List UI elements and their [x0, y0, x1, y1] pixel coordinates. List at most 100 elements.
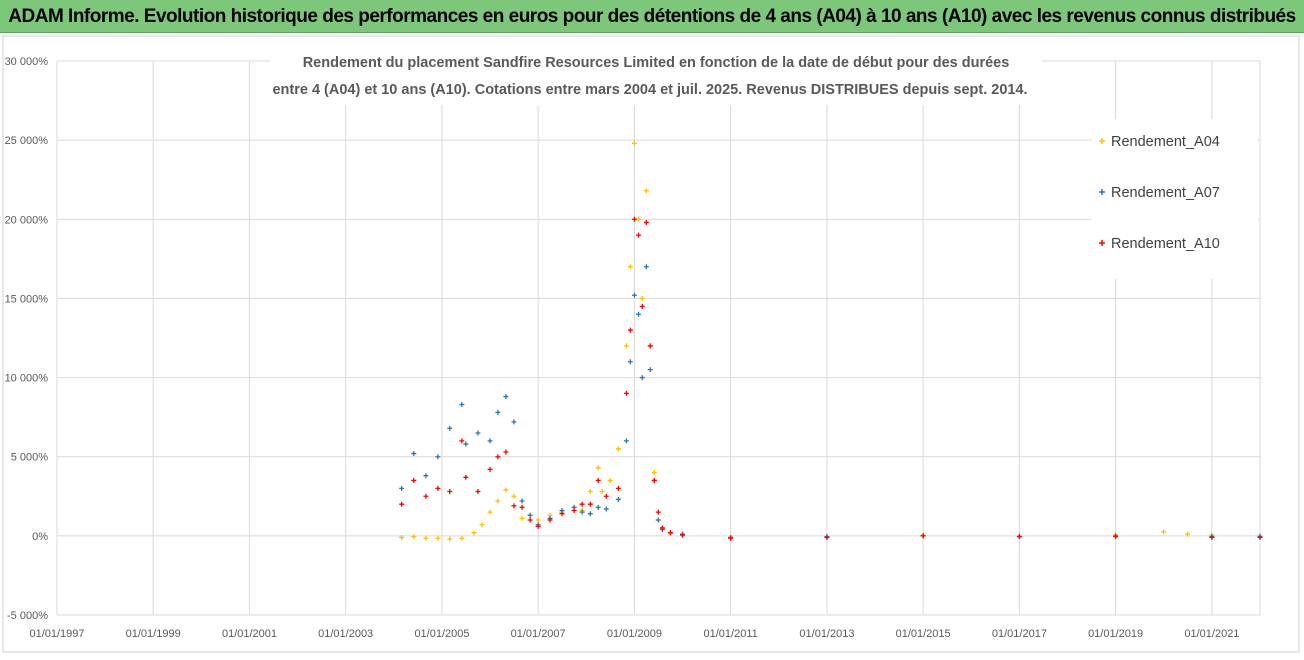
chart-title-line-2: entre 4 (A04) et 10 ans (A10). Cotations… — [272, 82, 1027, 98]
x-tick-label: 01/01/2013 — [799, 628, 854, 640]
data-point — [615, 485, 621, 491]
legend-item: Rendement_A10 — [1099, 236, 1220, 252]
data-point — [519, 498, 525, 504]
data-point — [659, 525, 665, 531]
data-point — [435, 535, 441, 541]
data-point — [579, 509, 585, 515]
data-point — [1161, 529, 1167, 535]
x-tick-label: 01/01/2001 — [222, 628, 277, 640]
data-point — [503, 394, 509, 400]
data-point — [487, 466, 493, 472]
data-point — [631, 140, 637, 146]
data-point — [463, 441, 469, 447]
chart-area: -5 000% 0% 5 000% 10 000% 15 000% 20 000% 25 0… — [0, 33, 1304, 655]
legend-label: Rendement_A10 — [1111, 236, 1220, 252]
y-axis-ticks: -5 000% 0% 5 000% 10 000% 15 000% 20 000% 25 0… — [5, 56, 49, 622]
data-point — [651, 470, 657, 476]
data-point — [603, 493, 609, 499]
data-point — [423, 493, 429, 499]
data-point — [463, 474, 469, 480]
data-point — [623, 438, 629, 444]
data-point — [627, 359, 633, 365]
data-point — [615, 446, 621, 452]
y-tick-label: -5 000% — [7, 610, 48, 622]
data-point — [535, 517, 541, 523]
data-point — [435, 454, 441, 460]
data-point — [623, 343, 629, 349]
data-point — [643, 219, 649, 225]
data-point — [527, 517, 533, 523]
legend-label: Rendement_A07 — [1111, 185, 1220, 201]
y-tick-label: 15 000% — [5, 293, 49, 305]
x-axis-ticks: 01/01/1997 01/01/1999 01/01/2001 01/01/2003… — [29, 628, 1239, 640]
x-tick-label: 01/01/2011 — [704, 628, 758, 640]
data-point — [824, 534, 830, 540]
data-point — [399, 501, 405, 507]
data-point — [627, 264, 633, 270]
data-point — [423, 535, 429, 541]
data-point — [595, 465, 601, 471]
data-point — [667, 530, 673, 536]
data-point — [587, 501, 593, 507]
data-point — [459, 401, 465, 407]
data-series — [399, 140, 1263, 542]
data-point — [511, 493, 517, 499]
data-point — [511, 503, 517, 509]
x-tick-label: 01/01/2019 — [1088, 628, 1143, 640]
data-point — [447, 489, 453, 495]
data-point — [643, 264, 649, 270]
x-tick-label: 01/01/2007 — [511, 628, 566, 640]
data-point — [615, 496, 621, 502]
data-point — [495, 409, 501, 415]
data-point — [651, 477, 657, 483]
data-point — [643, 188, 649, 194]
data-point — [519, 504, 525, 510]
data-point — [411, 534, 417, 540]
x-tick-label: 01/01/2021 — [1184, 628, 1239, 640]
series-rendement-a10 — [399, 216, 1263, 541]
data-point — [503, 487, 509, 493]
legend-background — [1092, 119, 1258, 279]
data-point — [627, 327, 633, 333]
data-point — [1209, 534, 1215, 540]
legend-item: Rendement_A04 — [1099, 134, 1220, 150]
report-title: ADAM Informe. Evolution historique des p… — [8, 6, 1296, 27]
data-point — [511, 419, 517, 425]
data-point — [399, 534, 405, 540]
legend-item: Rendement_A07 — [1099, 185, 1220, 201]
x-tick-label: 01/01/2015 — [896, 628, 951, 640]
data-point — [487, 509, 493, 515]
data-point — [647, 367, 653, 373]
data-point — [587, 489, 593, 495]
data-point — [519, 515, 525, 521]
legend-marker — [1099, 138, 1105, 144]
data-point — [647, 343, 653, 349]
data-point — [447, 425, 453, 431]
data-point — [1185, 531, 1191, 537]
data-point — [623, 390, 629, 396]
data-point — [599, 489, 605, 495]
legend: Rendement_A04 Rendement_A07 Rendement_A10 — [1099, 134, 1220, 252]
data-point — [631, 292, 637, 298]
y-tick-label: 5 000% — [11, 452, 49, 464]
data-point — [479, 522, 485, 528]
data-point — [639, 375, 645, 381]
y-tick-label: 20 000% — [5, 214, 49, 226]
data-point — [475, 489, 481, 495]
chart-border — [2, 35, 1300, 653]
data-point — [603, 506, 609, 512]
data-point — [639, 303, 645, 309]
x-tick-label: 01/01/2009 — [607, 628, 662, 640]
data-point — [527, 512, 533, 518]
x-tick-label: 01/01/1999 — [126, 628, 181, 640]
data-point — [411, 451, 417, 457]
data-point — [475, 430, 481, 436]
data-point — [728, 535, 734, 541]
data-point — [471, 530, 477, 536]
chart-title-background — [270, 45, 1042, 105]
data-point — [1257, 534, 1263, 540]
data-point — [639, 295, 645, 301]
data-point — [487, 438, 493, 444]
y-tick-label: 0% — [32, 531, 48, 543]
data-point — [636, 232, 642, 238]
